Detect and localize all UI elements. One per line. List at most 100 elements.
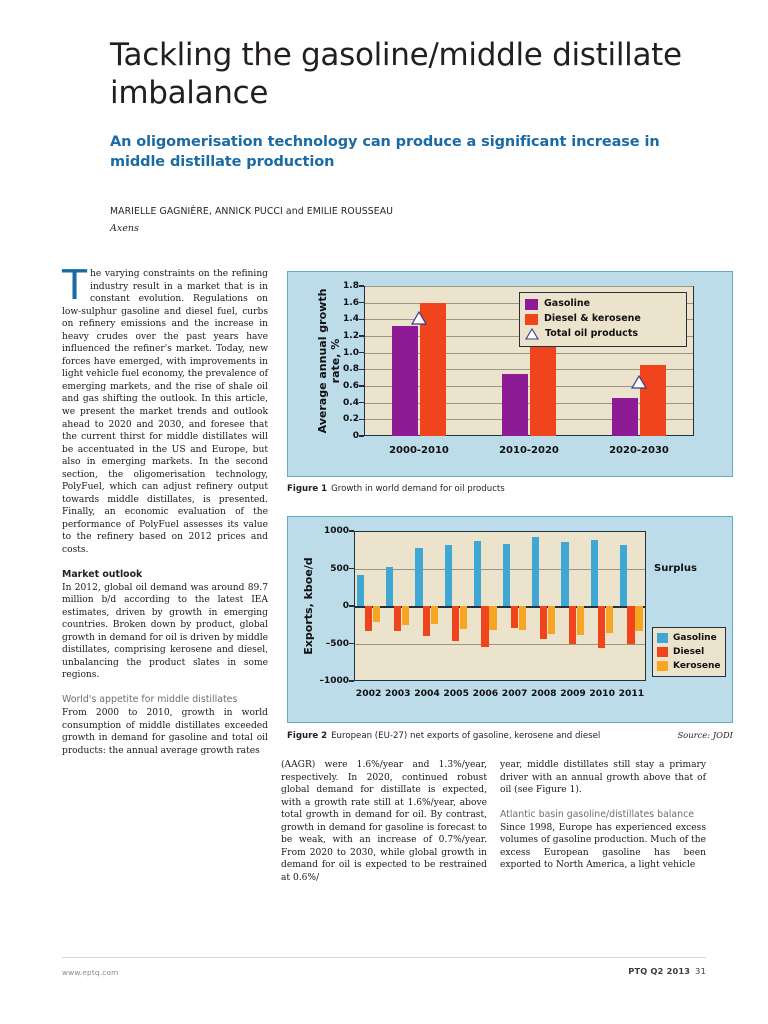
figure-1-panel: 0 0.2 0.4 0.6 0.8 1.0 1.2 1.4 1.6 1.8 Average annu… <box>287 271 733 477</box>
figure-2-x-tick-label: 2008 <box>530 688 557 699</box>
figure-2-y-tick-mark <box>349 642 354 645</box>
figure-2-bar-kerosene <box>430 606 439 624</box>
figure-1-legend-item: Gasoline <box>525 297 681 311</box>
paragraph-middle-distillates: year, middle distillates still stay a pr… <box>500 760 706 796</box>
figure-2-bar-gasoline <box>619 544 628 606</box>
figure-1-legend-swatch <box>525 313 538 325</box>
figure-1-gridline <box>365 419 693 421</box>
figure-2-x-tick-label: 2003 <box>384 688 411 699</box>
figure-1-bar-gasoline <box>392 326 418 436</box>
figure-2-number: Figure 2 <box>287 731 328 741</box>
figure-2-bar-kerosene <box>606 606 614 633</box>
figure-2-bar-diesel <box>393 606 402 632</box>
figure-1-y-tick-label: 0.8 <box>343 364 359 375</box>
figure-1-y-tick-label: 1.8 <box>343 281 359 291</box>
paragraph-atlantic-basin: Since 1998, Europe has experienced exces… <box>500 822 706 871</box>
figure-2-bar-kerosene <box>547 606 555 635</box>
figure-2-y-tick-mark <box>349 530 354 532</box>
figure-2-bar-diesel <box>598 606 606 648</box>
figure-1-legend-label: Diesel & kerosene <box>544 313 641 324</box>
figure-2-gridline <box>355 643 645 645</box>
figure-1-legend-item: Diesel & kerosene <box>525 312 681 326</box>
figure-2-bar-gasoline <box>357 575 365 606</box>
figure-2-bar-gasoline <box>386 567 394 606</box>
figure-1-legend-item: Total oil products <box>525 327 681 341</box>
figure-1-y-tick-label: 0 <box>352 431 359 441</box>
figure-1-legend-label: Total oil products <box>545 328 639 339</box>
figure-2-x-tick-label: 2006 <box>472 688 499 699</box>
figure-1-marker-total-oil-products <box>411 310 427 325</box>
paragraph-text: he varying constraints on the refining i… <box>62 269 268 556</box>
figure-1-x-tick-label: 2010-2020 <box>499 445 559 456</box>
figure-2-bar-gasoline <box>561 541 569 606</box>
figure-2-legend-item: Gasoline <box>657 631 721 645</box>
section-heading-atlantic-basin: Atlantic basin gasoline/distillates bala… <box>500 808 695 820</box>
figure-1-gridline <box>365 386 693 387</box>
figure-2-x-tick-label: 2005 <box>443 688 469 699</box>
figure-1-caption: Figure 1 Growth in world demand for oil … <box>287 483 733 495</box>
figure-2-bar-diesel <box>539 606 548 639</box>
figure-1-y-tick-mark <box>359 335 364 337</box>
figure-2-legend-swatch <box>657 633 668 643</box>
figure-1-y-axis-title: Average annual growth rate, % <box>316 288 342 434</box>
figure-2-x-tick-label: 2009 <box>560 688 586 699</box>
figure-1-legend-label: Gasoline <box>544 298 591 309</box>
figure-1-gridline <box>365 286 693 287</box>
figure-2-bar-gasoline <box>503 543 511 606</box>
footer-publication-info: PTQ Q2 2013 31 <box>628 966 706 976</box>
figure-2-zero-line <box>355 606 645 608</box>
section-heading-market-outlook: Market outlook <box>62 568 143 580</box>
figure-2-legend-label: Gasoline <box>673 633 717 643</box>
figure-2-x-tick-label: 2011 <box>618 688 645 699</box>
drop-cap: T <box>62 261 88 309</box>
figure-1-caption-text: Growth in world demand for oil products <box>331 484 505 494</box>
figure-1-y-tick-mark <box>359 301 364 304</box>
figure-2-gridline <box>355 568 645 570</box>
figure-2-legend: Gasoline Diesel Kerosene <box>652 627 726 677</box>
figure-2-bar-kerosene <box>372 606 380 623</box>
figure-2-bar-diesel <box>627 606 635 644</box>
article-subtitle: An oligomerisation technology can produc… <box>110 134 660 170</box>
section-heading-world-appetite: World's appetite for middle distillates <box>62 693 238 705</box>
figure-1-x-tick-label: 2020-2030 <box>609 445 669 456</box>
figure-1-y-tick-mark <box>359 318 364 321</box>
figure-1-y-tick-mark <box>359 368 364 371</box>
figure-1-y-tick-mark <box>359 351 364 354</box>
figure-2-bar-kerosene <box>518 606 526 630</box>
footer-website[interactable]: www.eptq.com <box>62 968 119 977</box>
figure-1-marker-total-oil-products <box>631 375 647 389</box>
figure-1-y-tick-mark <box>359 401 364 404</box>
figure-2-legend-label: Diesel <box>673 647 705 657</box>
figure-2-y-tick-label: –500 <box>325 638 349 649</box>
figure-2-caption: Figure 2 European (EU-27) net exports of… <box>287 729 733 742</box>
article-affiliation: Axens <box>110 223 139 234</box>
figure-1-y-tick-mark <box>359 285 364 287</box>
figure-2-bar-kerosene <box>460 606 468 629</box>
figure-2-caption-text: European (EU-27) net exports of gasoline… <box>331 731 601 741</box>
figure-2-x-tick-label: 2010 <box>589 688 615 699</box>
figure-1-gridline <box>365 369 693 371</box>
figure-1-gridline <box>365 402 693 404</box>
figure-1-y-tick-label: 1.0 <box>343 347 359 358</box>
figure-1-y-tick-label: 1.2 <box>343 331 359 341</box>
figure-1-legend-swatch <box>525 298 538 310</box>
paragraph-world-appetite: From 2000 to 2010, growth in world consu… <box>62 707 268 756</box>
figure-2-bar-diesel <box>510 606 518 628</box>
figure-1: 0 0.2 0.4 0.6 0.8 1.0 1.2 1.4 1.6 1.8 Average annu… <box>287 271 733 495</box>
figure-2-y-axis-title: Exports, kboe/d <box>302 557 315 655</box>
footer-page-number: 31 <box>695 966 706 976</box>
figure-2-bar-gasoline <box>473 541 482 606</box>
article-authors: MARIELLE GAGNIÈRE, ANNICK PUCCI and EMIL… <box>110 206 394 217</box>
body-column-right: year, middle distillates still stay a pr… <box>500 759 706 872</box>
figure-1-legend-triangle-icon <box>525 328 539 340</box>
figure-2-legend-label: Kerosene <box>673 661 721 671</box>
figure-2-y-tick-label: 500 <box>330 563 349 574</box>
figure-2-bar-gasoline <box>590 539 598 606</box>
figure-1-x-tick-label: 2000-2010 <box>389 445 449 456</box>
page-title: Tackling the gasoline/middle distillate … <box>110 37 682 111</box>
figure-1-y-tick-label: 0.6 <box>343 381 359 391</box>
figure-2-source: Source: JODI <box>677 730 733 740</box>
figure-1-bar-diesel-kerosene <box>640 365 666 436</box>
